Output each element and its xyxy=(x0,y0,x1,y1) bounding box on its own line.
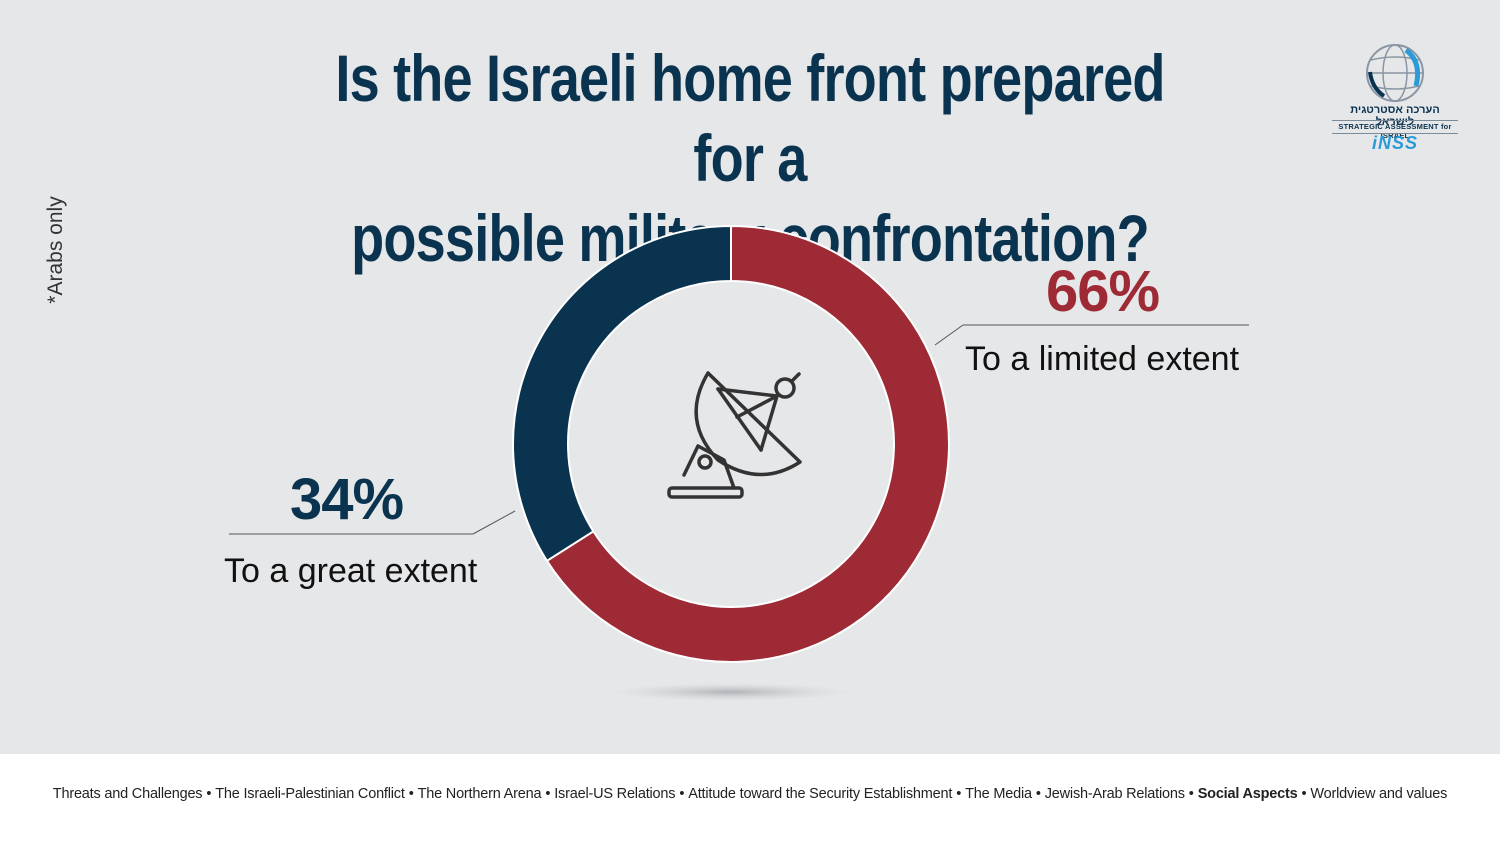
footer-topic[interactable]: Israel-US Relations xyxy=(554,786,676,802)
data-label-great-pct: 34% xyxy=(290,467,404,532)
globe-icon xyxy=(1366,44,1424,102)
inss-logo: הערכה אסטרטגית לישראל STRATEGIC ASSESSME… xyxy=(1330,40,1460,155)
footer-separator: • xyxy=(545,786,551,802)
footer-topics: Threats and Challenges • The Israeli-Pales… xyxy=(0,786,1500,802)
footer-topic[interactable]: Threats and Challenges xyxy=(52,786,203,802)
slice-limited xyxy=(545,224,950,663)
footer-separator: • xyxy=(1188,786,1194,802)
logo-rule-top xyxy=(1332,120,1458,121)
footer-topic[interactable]: Jewish-Arab Relations xyxy=(1044,786,1185,802)
slice-great xyxy=(512,224,732,563)
footer-separator: • xyxy=(956,786,962,802)
logo-rule-bottom xyxy=(1332,133,1458,134)
footer-separator: • xyxy=(408,786,414,802)
data-label-great: To a great extent xyxy=(224,552,478,590)
footer-separator: • xyxy=(206,786,212,802)
leader-line-great xyxy=(472,510,516,535)
footer-topic[interactable]: Attitude toward the Security Establishme… xyxy=(688,786,953,802)
logo-hebrew-text: הערכה אסטרטגית לישראל xyxy=(1350,104,1440,128)
title-line-1: Is the Israeli home front prepared for a xyxy=(335,41,1165,195)
satellite-dish-icon xyxy=(667,371,802,499)
footer-bar: Threats and Challenges • The Israeli-Pales… xyxy=(0,754,1500,844)
data-label-limited: To a limited extent xyxy=(965,340,1240,378)
footer-topic[interactable]: Social Aspects xyxy=(1197,786,1298,802)
leader-line-limited xyxy=(934,324,964,346)
footer-separator: • xyxy=(1301,786,1307,802)
footer-topic[interactable]: Worldview and values xyxy=(1310,786,1448,802)
chart-shadow xyxy=(611,683,851,701)
data-label-limited-pct: 66% xyxy=(1046,259,1160,324)
footer-topic[interactable]: The Israeli-Palestinian Conflict xyxy=(215,786,405,802)
donut-chart xyxy=(229,224,1249,701)
page-title: Is the Israeli home front prepared for a… xyxy=(299,38,1201,278)
footer-topic[interactable]: The Media xyxy=(965,786,1032,802)
footer-separator: • xyxy=(679,786,685,802)
footer-topic[interactable]: The Northern Arena xyxy=(417,786,542,802)
footer-separator: • xyxy=(1035,786,1041,802)
logo-english-text: STRATEGIC ASSESSMENT for ISRAEL xyxy=(1338,122,1452,140)
logo-brand-text: iNSS xyxy=(1371,133,1418,153)
